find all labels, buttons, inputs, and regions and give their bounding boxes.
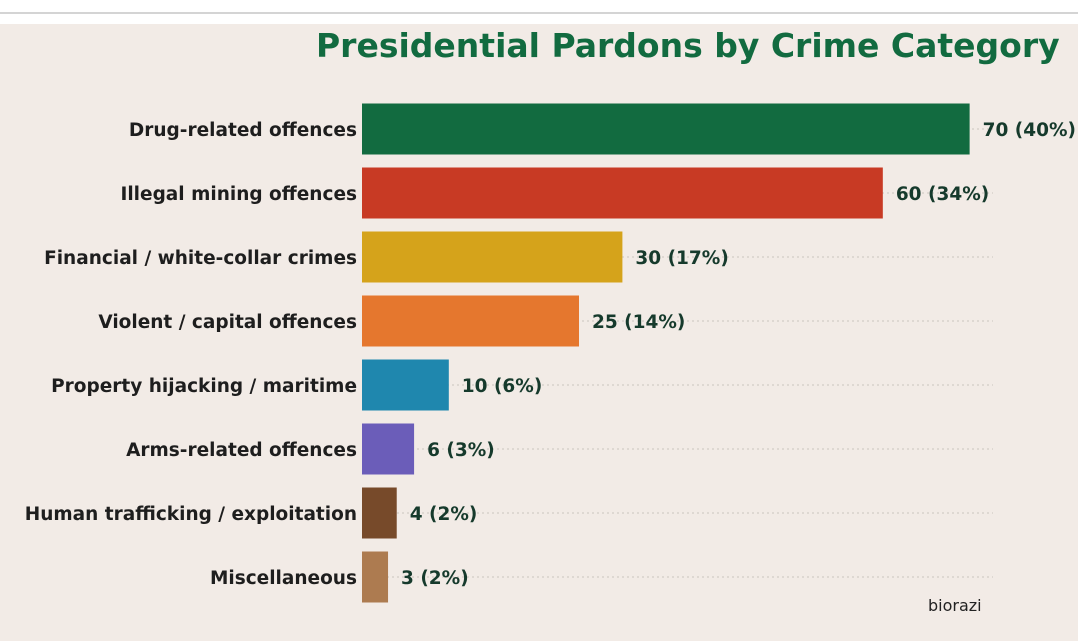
bar bbox=[362, 487, 397, 539]
bar bbox=[362, 551, 389, 603]
value-label: 30 (17%) bbox=[635, 248, 728, 269]
value-label: 10 (6%) bbox=[462, 376, 543, 397]
bar bbox=[362, 167, 883, 219]
bar bbox=[362, 423, 415, 475]
category-label: Miscellaneous bbox=[210, 568, 357, 589]
chart-panel: Presidential Pardons by Crime Category D… bbox=[0, 24, 1078, 641]
category-label: Financial / white-collar crimes bbox=[44, 248, 357, 269]
value-label: 70 (40%) bbox=[983, 120, 1076, 141]
category-label: Illegal mining offences bbox=[120, 184, 357, 205]
bar bbox=[362, 231, 623, 283]
category-label: Property hijacking / maritime bbox=[51, 376, 357, 397]
value-label: 60 (34%) bbox=[896, 184, 989, 205]
top-divider bbox=[0, 12, 1078, 14]
chart-title: Presidential Pardons by Crime Category bbox=[316, 26, 1060, 65]
category-label: Human trafficking / exploitation bbox=[25, 504, 357, 525]
bar bbox=[362, 359, 449, 411]
bar bbox=[362, 295, 580, 347]
watermark: biorazi bbox=[928, 596, 982, 615]
value-label: 25 (14%) bbox=[592, 312, 685, 333]
category-label: Arms-related offences bbox=[126, 440, 357, 461]
value-label: 3 (2%) bbox=[401, 568, 469, 589]
category-label: Violent / capital offences bbox=[98, 312, 357, 333]
category-label: Drug-related offences bbox=[129, 120, 357, 141]
bar-chart: Drug-related offences 70 (40%) Illegal min… bbox=[25, 103, 1076, 603]
bar bbox=[362, 103, 970, 155]
value-label: 6 (3%) bbox=[427, 440, 495, 461]
value-label: 4 (2%) bbox=[410, 504, 478, 525]
